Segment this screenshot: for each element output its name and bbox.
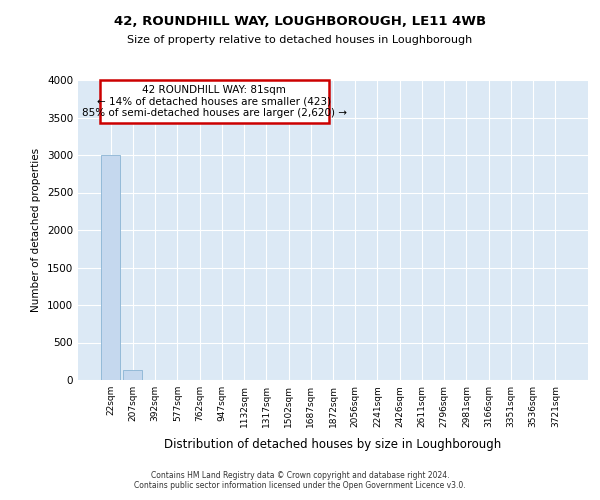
Text: Contains HM Land Registry data © Crown copyright and database right 2024.
Contai: Contains HM Land Registry data © Crown c… — [134, 470, 466, 490]
Bar — [124, 370, 142, 380]
Text: Size of property relative to detached houses in Loughborough: Size of property relative to detached ho… — [127, 35, 473, 45]
Text: 42 ROUNDHILL WAY: 81sqm
← 14% of detached houses are smaller (423)
85% of semi-d: 42 ROUNDHILL WAY: 81sqm ← 14% of detache… — [82, 85, 347, 118]
Text: 42, ROUNDHILL WAY, LOUGHBOROUGH, LE11 4WB: 42, ROUNDHILL WAY, LOUGHBOROUGH, LE11 4W… — [114, 15, 486, 28]
Bar — [101, 155, 120, 380]
Y-axis label: Number of detached properties: Number of detached properties — [31, 148, 41, 312]
Bar — [100, 80, 329, 122]
X-axis label: Distribution of detached houses by size in Loughborough: Distribution of detached houses by size … — [164, 438, 502, 451]
